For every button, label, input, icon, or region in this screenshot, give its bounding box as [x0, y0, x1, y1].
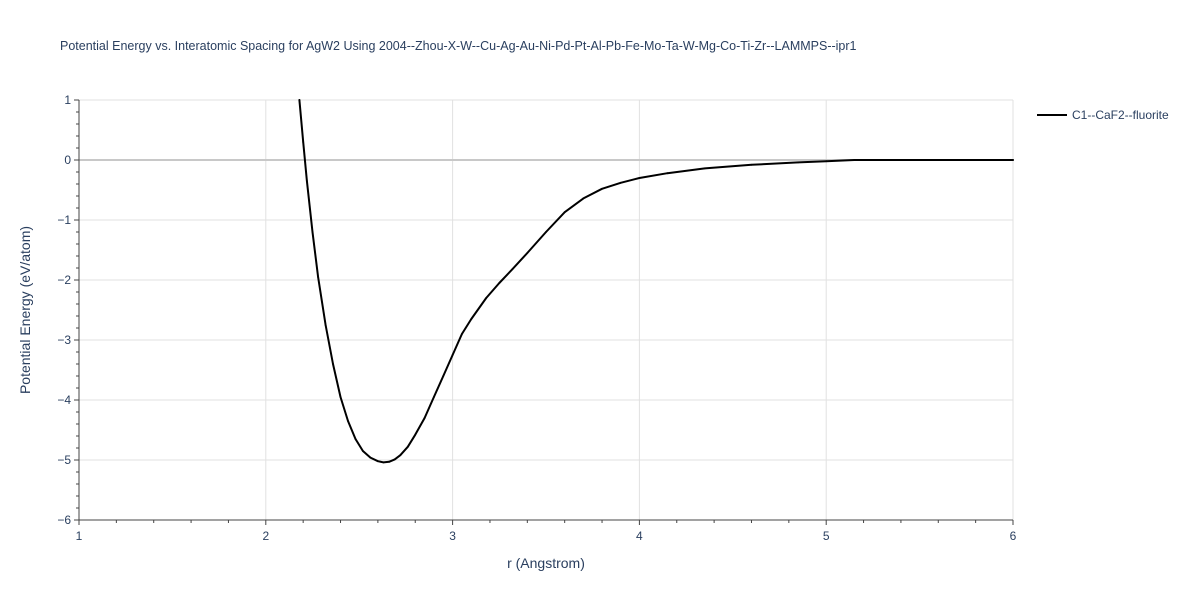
data-point[interactable]: [382, 461, 385, 464]
data-point[interactable]: [324, 324, 327, 326]
y-tick-label: −5: [57, 453, 71, 467]
data-point[interactable]: [451, 354, 454, 356]
data-point[interactable]: [498, 282, 501, 284]
y-tick-label: −4: [57, 393, 71, 407]
data-point[interactable]: [461, 333, 463, 335]
data-point[interactable]: [442, 375, 445, 377]
y-gridlines: [79, 99, 1013, 461]
data-point[interactable]: [332, 363, 334, 365]
chart-title: Potential Energy vs. Interatomic Spacing…: [60, 39, 857, 53]
data-point[interactable]: [305, 180, 308, 182]
data-point[interactable]: [485, 297, 488, 299]
x-tick-label: 6: [1010, 529, 1017, 543]
y-axis-ticks: 1 0 −1 −2 −3 −4 −5 −6: [57, 93, 79, 527]
x-gridlines: [265, 100, 1014, 520]
y-tick-label: 0: [64, 153, 71, 167]
data-point[interactable]: [406, 445, 409, 448]
data-point[interactable]: [362, 450, 364, 452]
x-tick-label: 3: [449, 529, 456, 543]
x-tick-label: 1: [76, 529, 83, 543]
data-point[interactable]: [956, 159, 958, 161]
data-point[interactable]: [311, 231, 314, 233]
data-point[interactable]: [750, 163, 753, 166]
data-point[interactable]: [825, 160, 828, 163]
data-point[interactable]: [433, 396, 435, 398]
x-axis-ticks: 1 2 3 4 5 6: [76, 520, 1017, 543]
data-point[interactable]: [619, 181, 622, 184]
data-point[interactable]: [339, 396, 342, 398]
y-tick-label: −6: [57, 513, 71, 527]
data-point[interactable]: [470, 318, 473, 320]
data-point[interactable]: [563, 211, 566, 214]
data-point[interactable]: [666, 172, 669, 175]
data-point[interactable]: [582, 197, 585, 200]
series-line[interactable]: [298, 99, 1014, 464]
data-point[interactable]: [601, 187, 603, 190]
data-point[interactable]: [423, 417, 426, 419]
data-point[interactable]: [388, 460, 390, 463]
data-point[interactable]: [393, 458, 396, 461]
data-point[interactable]: [703, 167, 706, 170]
data-point[interactable]: [526, 252, 529, 254]
y-axis-title: Potential Energy (eV/atom): [17, 226, 33, 394]
data-point[interactable]: [414, 433, 417, 436]
y-tick-label: 1: [64, 93, 71, 107]
x-tick-label: 2: [262, 529, 269, 543]
series-layer: [298, 99, 1014, 464]
data-point[interactable]: [317, 276, 320, 278]
data-point[interactable]: [376, 460, 379, 463]
legend-label: C1--CaF2--fluorite: [1072, 108, 1169, 122]
data-point[interactable]: [511, 268, 514, 271]
data-point[interactable]: [369, 456, 372, 459]
x-axis-title: r (Angstrom): [507, 555, 585, 571]
data-point[interactable]: [354, 438, 357, 440]
data-point[interactable]: [853, 159, 856, 161]
data-point[interactable]: [900, 159, 902, 161]
data-point[interactable]: [298, 99, 301, 101]
data-point[interactable]: [545, 231, 547, 233]
x-tick-label: 5: [823, 529, 830, 543]
y-tick-label: −3: [57, 333, 71, 347]
data-point[interactable]: [1012, 159, 1014, 161]
legend[interactable]: C1--CaF2--fluorite: [1037, 108, 1169, 122]
y-tick-label: −1: [57, 213, 71, 227]
data-point[interactable]: [797, 161, 800, 164]
data-point[interactable]: [399, 454, 402, 457]
y-tick-label: −2: [57, 273, 71, 287]
data-point[interactable]: [638, 177, 641, 179]
data-point[interactable]: [302, 141, 305, 143]
data-point[interactable]: [347, 420, 349, 422]
x-tick-label: 4: [636, 529, 643, 543]
